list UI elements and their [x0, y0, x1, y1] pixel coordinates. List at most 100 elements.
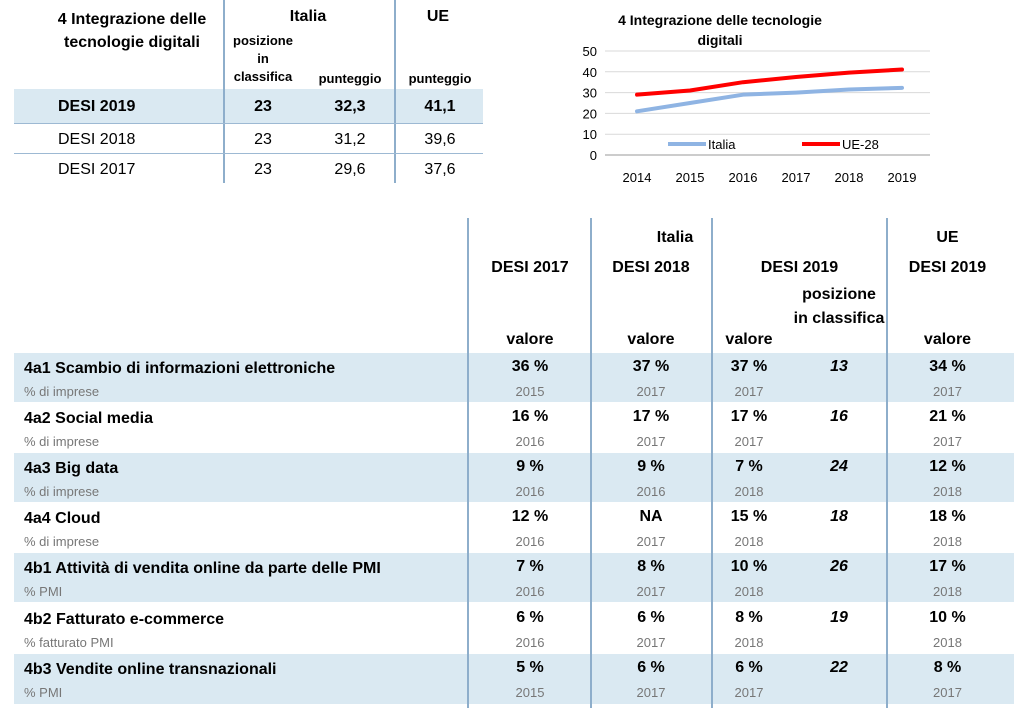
year-desi-2017: 2016 — [515, 484, 545, 499]
year-desi-2018: 2017 — [636, 685, 666, 700]
value-desi-2019: 6 % — [735, 659, 763, 676]
year-desi-2017: 2016 — [515, 434, 545, 449]
summary-col-eu-score: punteggio — [408, 71, 472, 86]
value-desi-2019: 10 % — [730, 558, 768, 575]
x-tick-label: 2019 — [888, 170, 917, 185]
summary-row-rank: 23 — [254, 98, 272, 115]
series-line-italia — [635, 85, 904, 114]
value-desi-2019: 7 % — [735, 458, 763, 475]
summary-row-rank: 23 — [254, 161, 272, 178]
year-desi-2018: 2017 — [636, 584, 666, 599]
indicator-unit: % fatturato PMI — [24, 635, 114, 650]
y-tick-label: 40 — [583, 65, 597, 80]
legend-label: Italia — [708, 137, 736, 152]
summary-col-rank: posizione in classifica — [233, 33, 293, 84]
value-desi-2018: 9 % — [637, 458, 665, 475]
value-desi-2017: 9 % — [516, 458, 544, 475]
value-eu-desi-2019: 8 % — [933, 659, 962, 676]
summary-row-label: DESI 2017 — [58, 161, 136, 178]
summary-divider — [394, 0, 396, 183]
value-desi-2017: 7 % — [516, 558, 544, 575]
rank-desi-2019: 19 — [830, 609, 848, 626]
sub-value: valore — [506, 331, 554, 348]
summary-row-score: 31,2 — [334, 131, 366, 148]
summary-col-score: punteggio — [318, 71, 382, 86]
value-desi-2019: 17 % — [730, 408, 768, 425]
year-desi-2019: 2017 — [734, 685, 764, 700]
summary-title: 4 Integrazione delle tecnologie digitali — [57, 11, 207, 51]
rank-desi-2019: 16 — [830, 408, 848, 425]
value-desi-2018: 6 % — [637, 609, 665, 626]
table-divider — [711, 218, 713, 708]
value-eu-desi-2019: 21 % — [929, 408, 966, 425]
value-desi-2018: NA — [639, 508, 663, 525]
year-desi-2019: 2018 — [734, 484, 764, 499]
summary-highlight-row — [14, 89, 483, 123]
x-tick-label: 2015 — [676, 170, 705, 185]
year-desi-2019: 2017 — [734, 434, 764, 449]
year-desi-2018: 2017 — [636, 635, 666, 650]
legend-label: UE-28 — [842, 137, 879, 152]
series-line-ue-28 — [635, 67, 904, 97]
indicator-unit: % PMI — [24, 584, 63, 599]
value-desi-2017: 5 % — [516, 659, 544, 676]
rank-desi-2019: 24 — [830, 458, 848, 475]
table-country-label: Italia — [656, 229, 694, 246]
table-divider — [590, 218, 592, 708]
table-row-band — [14, 453, 1014, 502]
value-desi-2018: 8 % — [637, 558, 665, 575]
indicator-label: 4b2 Fatturato e-commerce — [24, 611, 225, 628]
year-eu-desi-2019: 2018 — [933, 584, 962, 599]
x-tick-label: 2018 — [835, 170, 864, 185]
x-tick-label: 2017 — [782, 170, 811, 185]
indicator-label: 4a4 Cloud — [24, 510, 101, 527]
y-tick-label: 30 — [583, 86, 597, 101]
x-tick-label: 2014 — [623, 170, 652, 185]
value-desi-2018: 17 % — [632, 408, 670, 425]
year-desi-2017: 2016 — [515, 635, 545, 650]
year-eu-desi-2019: 2017 — [933, 685, 962, 700]
summary-row-label: DESI 2019 — [58, 98, 136, 115]
year-desi-2018: 2017 — [636, 434, 666, 449]
year-desi-2019: 2017 — [734, 384, 764, 399]
year-desi-2017: 2015 — [515, 384, 545, 399]
sub-rank: posizione in classifica — [793, 286, 885, 327]
summary-row-eu: 37,6 — [424, 161, 456, 178]
indicator-unit: % di imprese — [24, 484, 100, 499]
table-divider — [886, 218, 888, 708]
indicator-unit: % di imprese — [24, 434, 100, 449]
year-desi-2018: 2016 — [636, 484, 666, 499]
year-desi-2019: 2018 — [734, 584, 764, 599]
summary-row-eu: 41,1 — [424, 98, 456, 115]
year-desi-2019: 2018 — [734, 534, 764, 549]
summary-row-score: 29,6 — [334, 161, 366, 178]
chart-plot: 0 10 20 30 40 50 2014 2015 2016 2017 2018 2019 Itali… — [583, 44, 930, 185]
rank-desi-2019: 26 — [830, 558, 848, 575]
year-eu-desi-2019: 2017 — [933, 384, 962, 399]
sub-value: valore — [627, 331, 675, 348]
value-desi-2019: 37 % — [730, 358, 768, 375]
value-eu-desi-2019: 10 % — [929, 609, 966, 626]
year-eu-desi-2019: 2017 — [933, 434, 962, 449]
table-divider — [467, 218, 469, 708]
x-tick-label: 2016 — [729, 170, 758, 185]
indicator-label: 4a3 Big data — [24, 460, 119, 477]
line-chart: 4 Integrazione delle tecnologie digitali… — [540, 0, 970, 200]
value-desi-2019: 8 % — [735, 609, 763, 626]
value-eu-desi-2019: 18 % — [929, 508, 966, 525]
year-desi-2018: 2017 — [636, 534, 666, 549]
value-desi-2019: 15 % — [730, 508, 768, 525]
summary-row-label: DESI 2018 — [58, 131, 136, 148]
value-desi-2017: 36 % — [511, 358, 549, 375]
value-desi-2017: 16 % — [511, 408, 549, 425]
col-eu-desi-2019: DESI 2019 — [908, 259, 987, 276]
y-tick-label: 20 — [583, 106, 597, 121]
indicator-label: 4a2 Social media — [24, 410, 153, 427]
year-eu-desi-2019: 2018 — [933, 635, 962, 650]
value-desi-2017: 6 % — [516, 609, 544, 626]
year-eu-desi-2019: 2018 — [933, 534, 962, 549]
indicator-unit: % di imprese — [24, 534, 100, 549]
indicator-unit: % di imprese — [24, 384, 100, 399]
value-eu-desi-2019: 34 % — [929, 358, 966, 375]
sub-value: valore — [725, 331, 773, 348]
